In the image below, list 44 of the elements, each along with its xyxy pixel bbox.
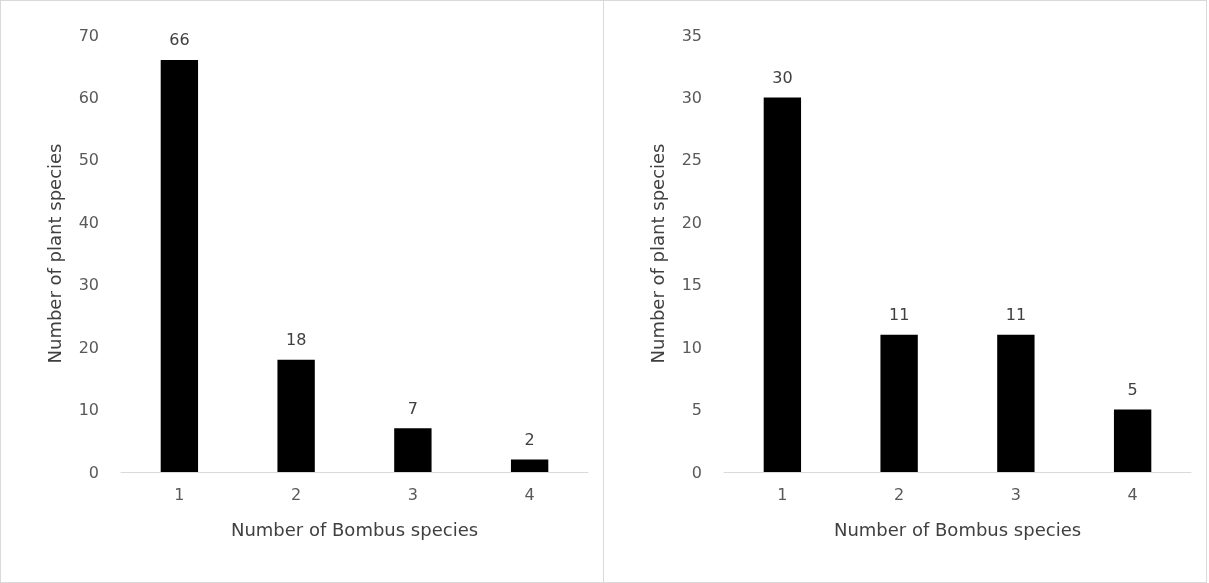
x-axis-title: Number of Bombus species (230, 518, 479, 540)
x-tick-label: 1 (174, 484, 185, 504)
data-label: 30 (772, 67, 793, 87)
bar (1113, 409, 1152, 472)
x-tick-label: 3 (1010, 484, 1021, 504)
x-tick-label: 2 (291, 484, 302, 504)
x-tick-label: 4 (524, 484, 535, 504)
y-tick-label: 30 (78, 275, 99, 295)
bar (997, 334, 1035, 472)
y-tick-label: 20 (681, 212, 702, 232)
y-tick-label: 35 (681, 25, 702, 45)
bar (277, 359, 315, 472)
data-label: 5 (1127, 380, 1138, 400)
y-tick-label: 0 (88, 462, 99, 482)
y-tick-label: 5 (691, 400, 702, 420)
data-label: 66 (169, 30, 190, 50)
bar (394, 428, 432, 472)
data-label: 11 (888, 305, 910, 325)
data-label: 11 (1005, 305, 1027, 325)
y-axis-title: Number of plant species (43, 143, 65, 364)
x-axis-title: Number of Bombus species (833, 518, 1082, 540)
bar (160, 59, 199, 472)
y-tick-label: 25 (681, 150, 702, 170)
bar (880, 334, 918, 472)
y-tick-label: 15 (681, 275, 702, 295)
y-tick-label: 70 (78, 25, 99, 45)
y-tick-label: 60 (78, 87, 99, 107)
y-axis-title: Number of plant species (646, 143, 668, 364)
data-label: 2 (524, 430, 535, 450)
x-tick-label: 4 (1127, 484, 1138, 504)
y-tick-label: 50 (78, 150, 99, 170)
y-tick-label: 10 (78, 400, 99, 420)
bar (510, 459, 549, 472)
data-label: 7 (407, 398, 418, 418)
bar (763, 97, 802, 472)
y-tick-label: 0 (691, 462, 702, 482)
y-tick-label: 30 (681, 87, 702, 107)
y-tick-label: 40 (78, 212, 99, 232)
x-tick-label: 1 (777, 484, 788, 504)
data-label: 18 (285, 330, 307, 350)
y-tick-label: 20 (78, 337, 99, 357)
y-tick-label: 10 (681, 337, 702, 357)
x-tick-label: 3 (407, 484, 418, 504)
x-tick-label: 2 (894, 484, 905, 504)
